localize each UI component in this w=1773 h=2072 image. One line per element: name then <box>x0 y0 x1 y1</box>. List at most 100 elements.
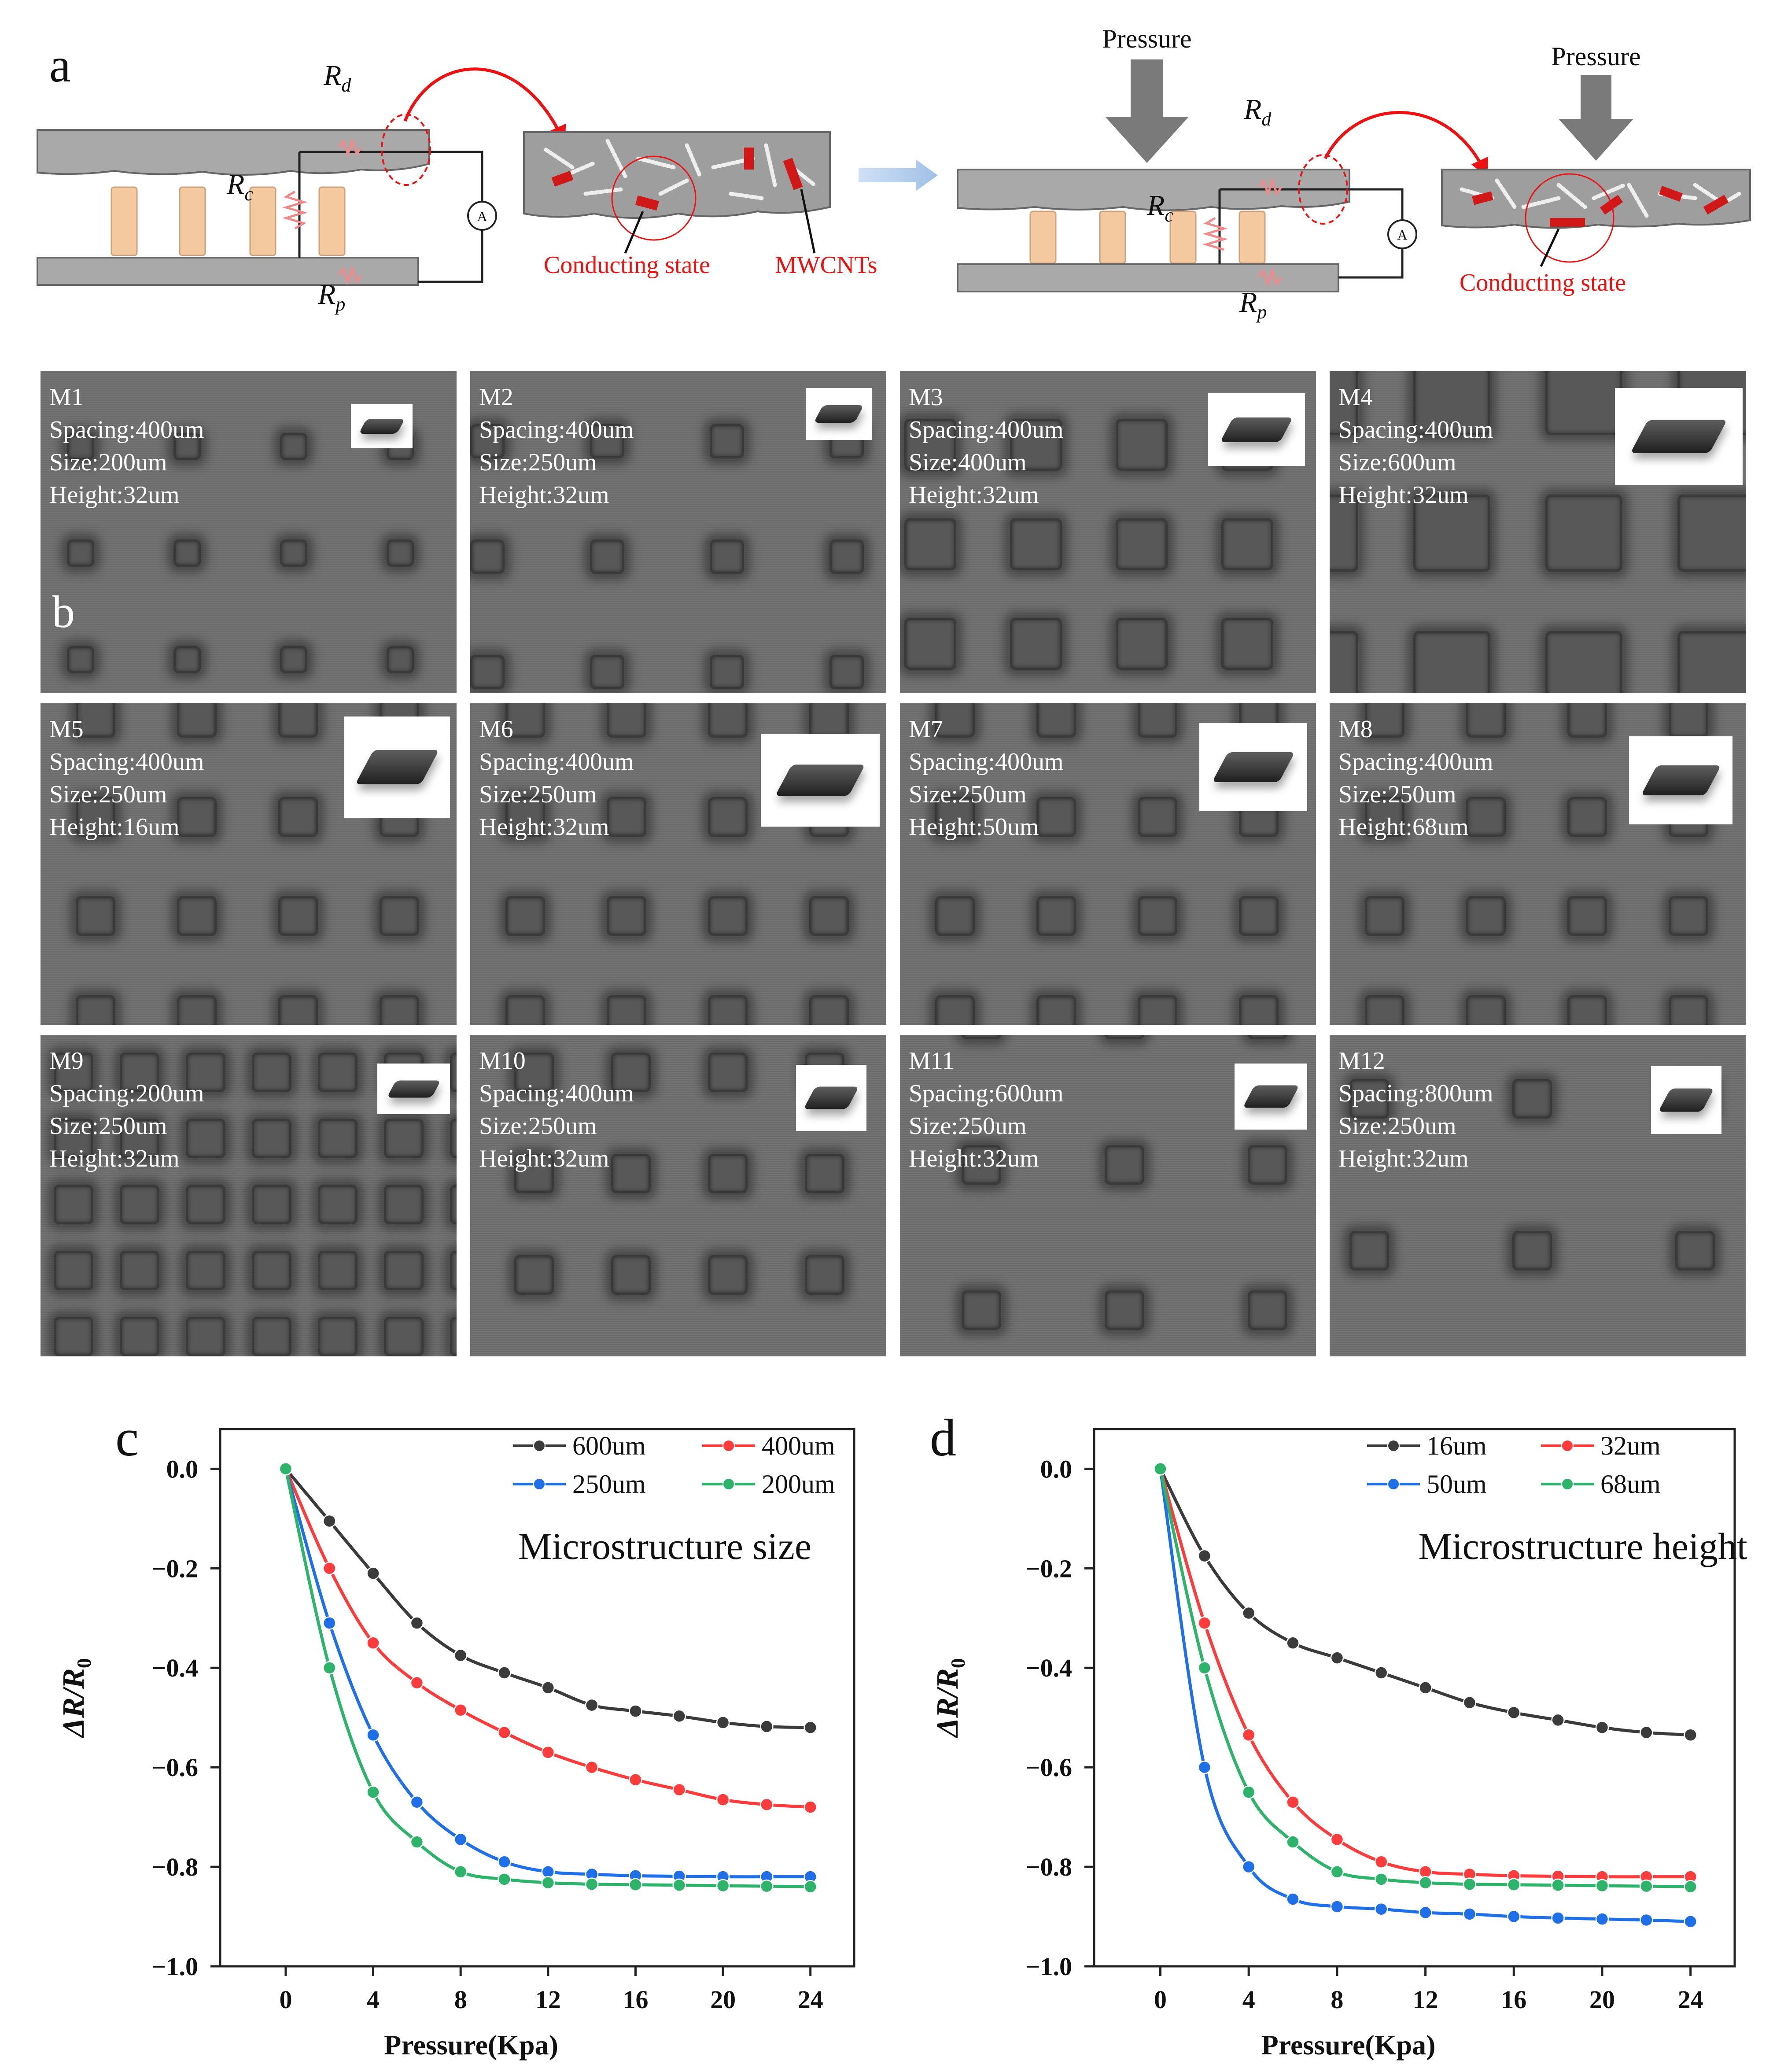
microstructure-tile-m7: M7 Spacing:400um Size:250um Height:50um <box>900 703 1316 1025</box>
x-tick-label: 20 <box>710 1985 736 2014</box>
micro-pillar <box>280 433 307 460</box>
micro-pillar <box>809 896 849 936</box>
zoom-inset-left <box>523 131 831 254</box>
tile-id-text: M11 <box>909 1047 955 1075</box>
micro-pillar <box>505 797 545 837</box>
sensor-device-left: A <box>37 114 497 286</box>
micro-pillar <box>1365 896 1404 936</box>
micro-pillar <box>76 896 115 936</box>
data-point-16um <box>1463 1696 1477 1710</box>
tile-height-text: Height:32um <box>49 1145 180 1172</box>
data-point-600um <box>541 1681 555 1695</box>
micro-pillar <box>708 797 748 837</box>
micro-pillar <box>1036 703 1076 738</box>
data-point-50um <box>1374 1902 1388 1916</box>
y-axis-label: ΔR/R0 <box>57 1658 95 1739</box>
legend-marker-32um <box>1561 1440 1574 1452</box>
micro-pillar <box>1567 703 1607 738</box>
microstructure-tile-m5: M5 Spacing:400um Size:250um Height:16um <box>41 703 457 1025</box>
data-point-400um <box>716 1793 730 1806</box>
data-point-200um <box>498 1873 511 1886</box>
micro-pillar <box>607 995 646 1025</box>
pillar-3d-inset <box>1199 723 1307 811</box>
micro-pillar <box>387 539 414 567</box>
micro-pillar <box>380 896 419 936</box>
micro-pillar <box>611 1255 651 1295</box>
pillar-3d-inset <box>1235 1064 1307 1130</box>
micro-pillar <box>252 1317 291 1356</box>
tile-spacing-text: Spacing:400um <box>49 416 204 443</box>
micro-pillar <box>1036 797 1076 837</box>
micro-pillar <box>1105 1035 1144 1039</box>
micro-pillar <box>1116 518 1168 570</box>
data-point-200um <box>410 1835 424 1849</box>
tile-size-text: Size:250um <box>479 449 597 476</box>
data-point-16um <box>1640 1725 1653 1740</box>
micro-pillar <box>1116 419 1168 471</box>
micro-pillar <box>710 539 744 574</box>
tile-id-text: M7 <box>909 716 943 743</box>
micro-pillar <box>708 1053 748 1092</box>
data-point-32um <box>1286 1795 1300 1809</box>
tile-height-text: Height:32um <box>909 481 1039 509</box>
micro-pillar <box>76 797 115 837</box>
pillar-3d-icon <box>803 1086 859 1109</box>
micro-pillar <box>590 424 624 458</box>
x-tick-label: 12 <box>535 1985 561 2014</box>
data-point-32um <box>1242 1728 1256 1742</box>
data-point-200um <box>629 1878 642 1891</box>
data-point-50um <box>1595 1912 1609 1926</box>
pillar-3d-inset <box>761 734 880 827</box>
data-point-68um <box>1374 1873 1388 1886</box>
tile-id-text: M3 <box>909 384 943 411</box>
micro-pillar <box>54 1185 93 1224</box>
micro-pillar <box>177 995 217 1025</box>
micro-pillar <box>611 1053 651 1092</box>
micro-pillar <box>1010 618 1062 670</box>
micro-pillar <box>1466 797 1506 837</box>
micro-pillar <box>450 1053 457 1092</box>
data-point-16um <box>1551 1713 1565 1727</box>
legend-label-250um: 250um <box>572 1470 646 1499</box>
micro-pillar <box>252 1053 291 1092</box>
micro-pillar <box>829 655 864 689</box>
data-point-400um <box>804 1800 817 1814</box>
micro-pillar <box>962 1290 1001 1330</box>
data-point-68um <box>1154 1462 1167 1476</box>
micro-pillar <box>186 1317 225 1356</box>
zoom-inset-right <box>1441 169 1751 267</box>
data-point-16um <box>1198 1549 1212 1563</box>
microstructure-tile-m3: M3 Spacing:400um Size:400um Height:32um <box>900 371 1316 693</box>
pillar-3d-icon <box>358 419 405 434</box>
pillar-3d-inset <box>806 388 872 440</box>
microstructure-tile-m12: M12 Spacing:800um Size:250um Height:32um <box>1330 1035 1746 1356</box>
micro-pillar <box>120 1317 159 1356</box>
micro-pillar <box>186 1251 225 1290</box>
tile-size-text: Size:250um <box>49 1112 167 1140</box>
micro-pillar <box>450 1251 457 1290</box>
micro-pillar <box>1138 896 1177 936</box>
data-point-16um <box>1507 1706 1521 1720</box>
micro-pillar <box>384 1119 424 1158</box>
data-point-400um <box>629 1773 642 1787</box>
y-tick-label: −0.6 <box>151 1753 198 1782</box>
legend-marker-68um <box>1561 1478 1574 1490</box>
y-tick-label: 0.0 <box>166 1455 199 1483</box>
tile-info: M1 Spacing:400um Size:200um Height:32um <box>49 381 204 511</box>
micro-pillar <box>607 896 646 936</box>
micro-pillar <box>708 1154 748 1193</box>
data-point-50um <box>1684 1915 1697 1928</box>
data-point-200um <box>541 1876 555 1890</box>
data-point-68um <box>1640 1879 1653 1893</box>
micro-pillar <box>252 1251 291 1290</box>
tile-id-text: M8 <box>1338 716 1373 743</box>
legend-marker-16um <box>1387 1440 1400 1452</box>
tile-spacing-text: Spacing:600um <box>909 1080 1064 1107</box>
y-tick-label: −0.8 <box>1025 1853 1072 1881</box>
tile-spacing-text: Spacing:400um <box>479 1080 634 1107</box>
tile-info: M10 Spacing:400um Size:250um Height:32um <box>479 1045 634 1175</box>
micro-pillar <box>1545 631 1622 693</box>
micro-pillar <box>607 703 646 738</box>
micro-pillar <box>935 797 975 837</box>
micro-pillar <box>1466 896 1506 936</box>
